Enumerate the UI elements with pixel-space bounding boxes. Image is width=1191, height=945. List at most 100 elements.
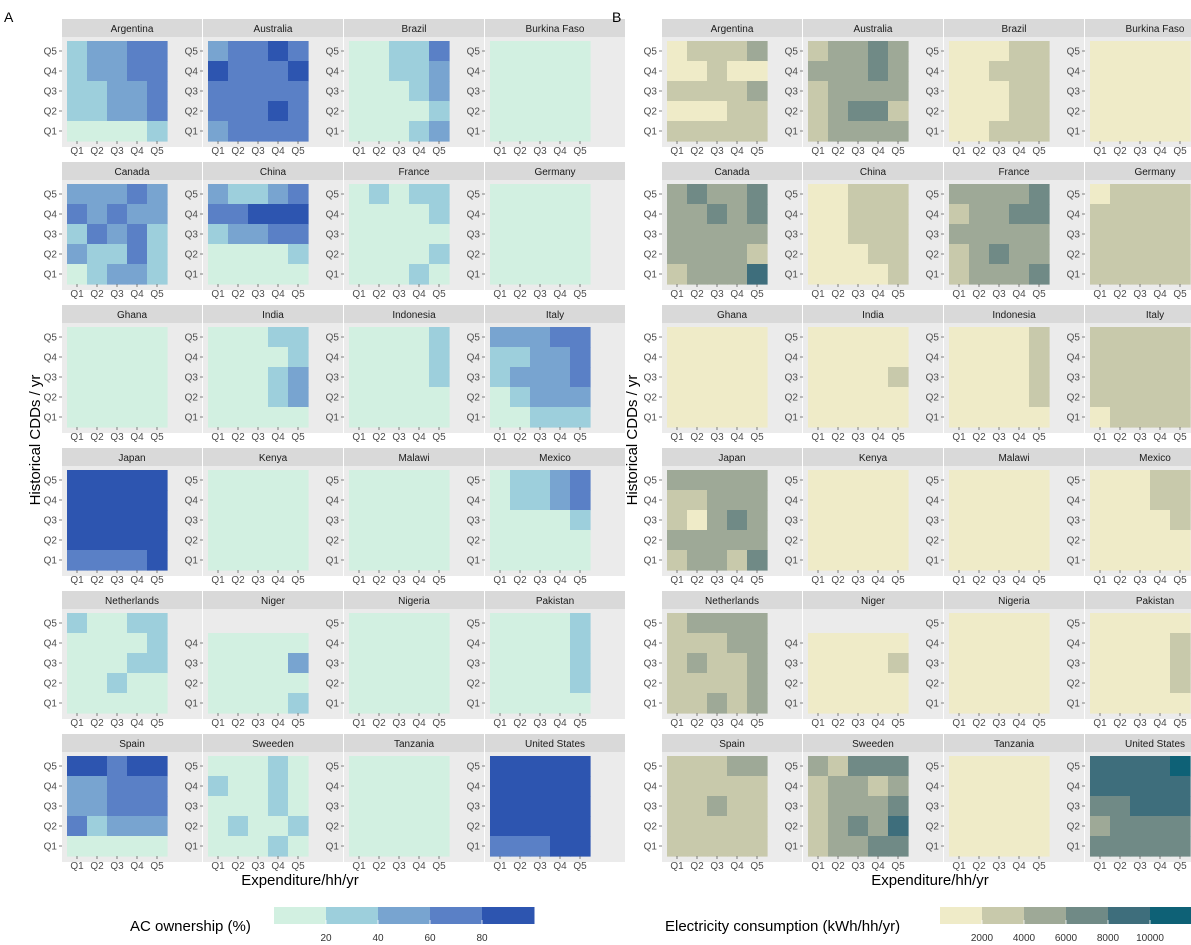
facet-strip [62, 162, 202, 180]
heatmap-cell [1130, 224, 1151, 245]
heatmap-cell [127, 204, 148, 225]
heatmap-cell [888, 776, 909, 797]
heatmap-cell [288, 184, 309, 205]
heatmap-cell [747, 224, 768, 245]
heatmap-cell [228, 836, 249, 857]
x-tick-label: Q5 [573, 146, 587, 157]
facet-strip [344, 19, 484, 37]
x-tick-label: Q2 [1113, 432, 1127, 443]
x-tick-label: Q2 [690, 146, 704, 157]
heatmap-cell [667, 776, 688, 797]
facet-strip [344, 591, 484, 609]
heatmap-cell [1110, 470, 1131, 491]
x-tick-label: Q4 [412, 146, 426, 157]
heatmap-cell [248, 244, 269, 265]
y-tick-label: Q4 [185, 210, 199, 221]
y-tick-label: Q1 [785, 270, 799, 281]
heatmap-cell [1110, 796, 1131, 817]
y-tick-label: Q3 [326, 373, 340, 384]
heatmap-cell [429, 776, 450, 797]
heatmap-cell [570, 550, 591, 571]
heatmap-cell [510, 244, 531, 265]
heatmap-cell [848, 121, 869, 142]
heatmap-cell [868, 776, 889, 797]
heatmap-cell [667, 121, 688, 142]
heatmap-cell [127, 490, 148, 511]
heatmap-cell [429, 550, 450, 571]
heatmap-cell [1090, 264, 1111, 285]
heatmap-cell [707, 613, 728, 634]
heatmap-cell [1090, 387, 1111, 408]
heatmap-cell [510, 101, 531, 122]
heatmap-cell [989, 776, 1010, 797]
heatmap-cell [949, 550, 970, 571]
heatmap-cell [67, 510, 88, 531]
x-tick-label: Q5 [1032, 146, 1046, 157]
heatmap-cell [530, 204, 551, 225]
heatmap-cell [570, 470, 591, 491]
x-tick-label: Q1 [493, 575, 507, 586]
heatmap-cell [570, 327, 591, 348]
heatmap-cell [949, 327, 970, 348]
heatmap-cell [808, 653, 829, 674]
legend-tick-label: 8000 [1097, 933, 1120, 944]
heatmap-cell [490, 776, 511, 797]
heatmap-cell [1110, 367, 1131, 388]
y-tick-label: Q4 [44, 67, 58, 78]
heatmap-cell [288, 264, 309, 285]
heatmap-cell [747, 530, 768, 551]
heatmap-cell [868, 836, 889, 857]
heatmap-cell [727, 347, 748, 368]
x-tick-label: Q3 [992, 861, 1006, 872]
y-tick-label: Q5 [326, 333, 340, 344]
heatmap-cell [1090, 836, 1111, 857]
x-tick-label: Q2 [90, 575, 104, 586]
heatmap-cell [1009, 836, 1030, 857]
heatmap-cell [949, 121, 970, 142]
heatmap-cell [409, 796, 430, 817]
heatmap-cell [268, 244, 289, 265]
x-tick-label: Q1 [811, 146, 825, 157]
heatmap-cell [510, 796, 531, 817]
y-tick-label: Q3 [185, 516, 199, 527]
x-tick-label: Q5 [573, 432, 587, 443]
heatmap-cell [570, 633, 591, 654]
heatmap-cell [570, 204, 591, 225]
facet-title: Mexico [1139, 453, 1171, 464]
heatmap-cell [550, 101, 571, 122]
heatmap-cell [1170, 184, 1191, 205]
heatmap-cell [429, 407, 450, 428]
heatmap-cell [349, 693, 370, 714]
legend-tick-label: 80 [476, 933, 488, 944]
x-tick-label: Q3 [851, 718, 865, 729]
heatmap-cell [1110, 836, 1131, 857]
facet-title: Argentina [711, 24, 754, 35]
x-tick-label: Q4 [271, 718, 285, 729]
heatmap-cell [510, 224, 531, 245]
heatmap-cell [208, 61, 229, 82]
heatmap-cell [949, 264, 970, 285]
heatmap-cell [248, 470, 269, 491]
y-tick-label: Q5 [326, 190, 340, 201]
heatmap-cell [389, 407, 410, 428]
heatmap-cell [1150, 510, 1171, 531]
facet-title: Tanzania [394, 739, 434, 750]
heatmap-cell [1170, 347, 1191, 368]
heatmap-cell [969, 264, 990, 285]
heatmap-cell [389, 41, 410, 62]
y-tick-label: Q2 [785, 393, 799, 404]
y-tick-label: Q4 [926, 639, 940, 650]
x-tick-label: Q2 [513, 861, 527, 872]
heatmap-cell [268, 347, 289, 368]
heatmap-cell [707, 633, 728, 654]
heatmap-cell [550, 81, 571, 102]
heatmap-cell [1029, 653, 1050, 674]
heatmap-cell [288, 327, 309, 348]
heatmap-cell [409, 121, 430, 142]
heatmap-cell [1090, 613, 1111, 634]
heatmap-cell [1009, 633, 1030, 654]
heatmap-cell [510, 347, 531, 368]
